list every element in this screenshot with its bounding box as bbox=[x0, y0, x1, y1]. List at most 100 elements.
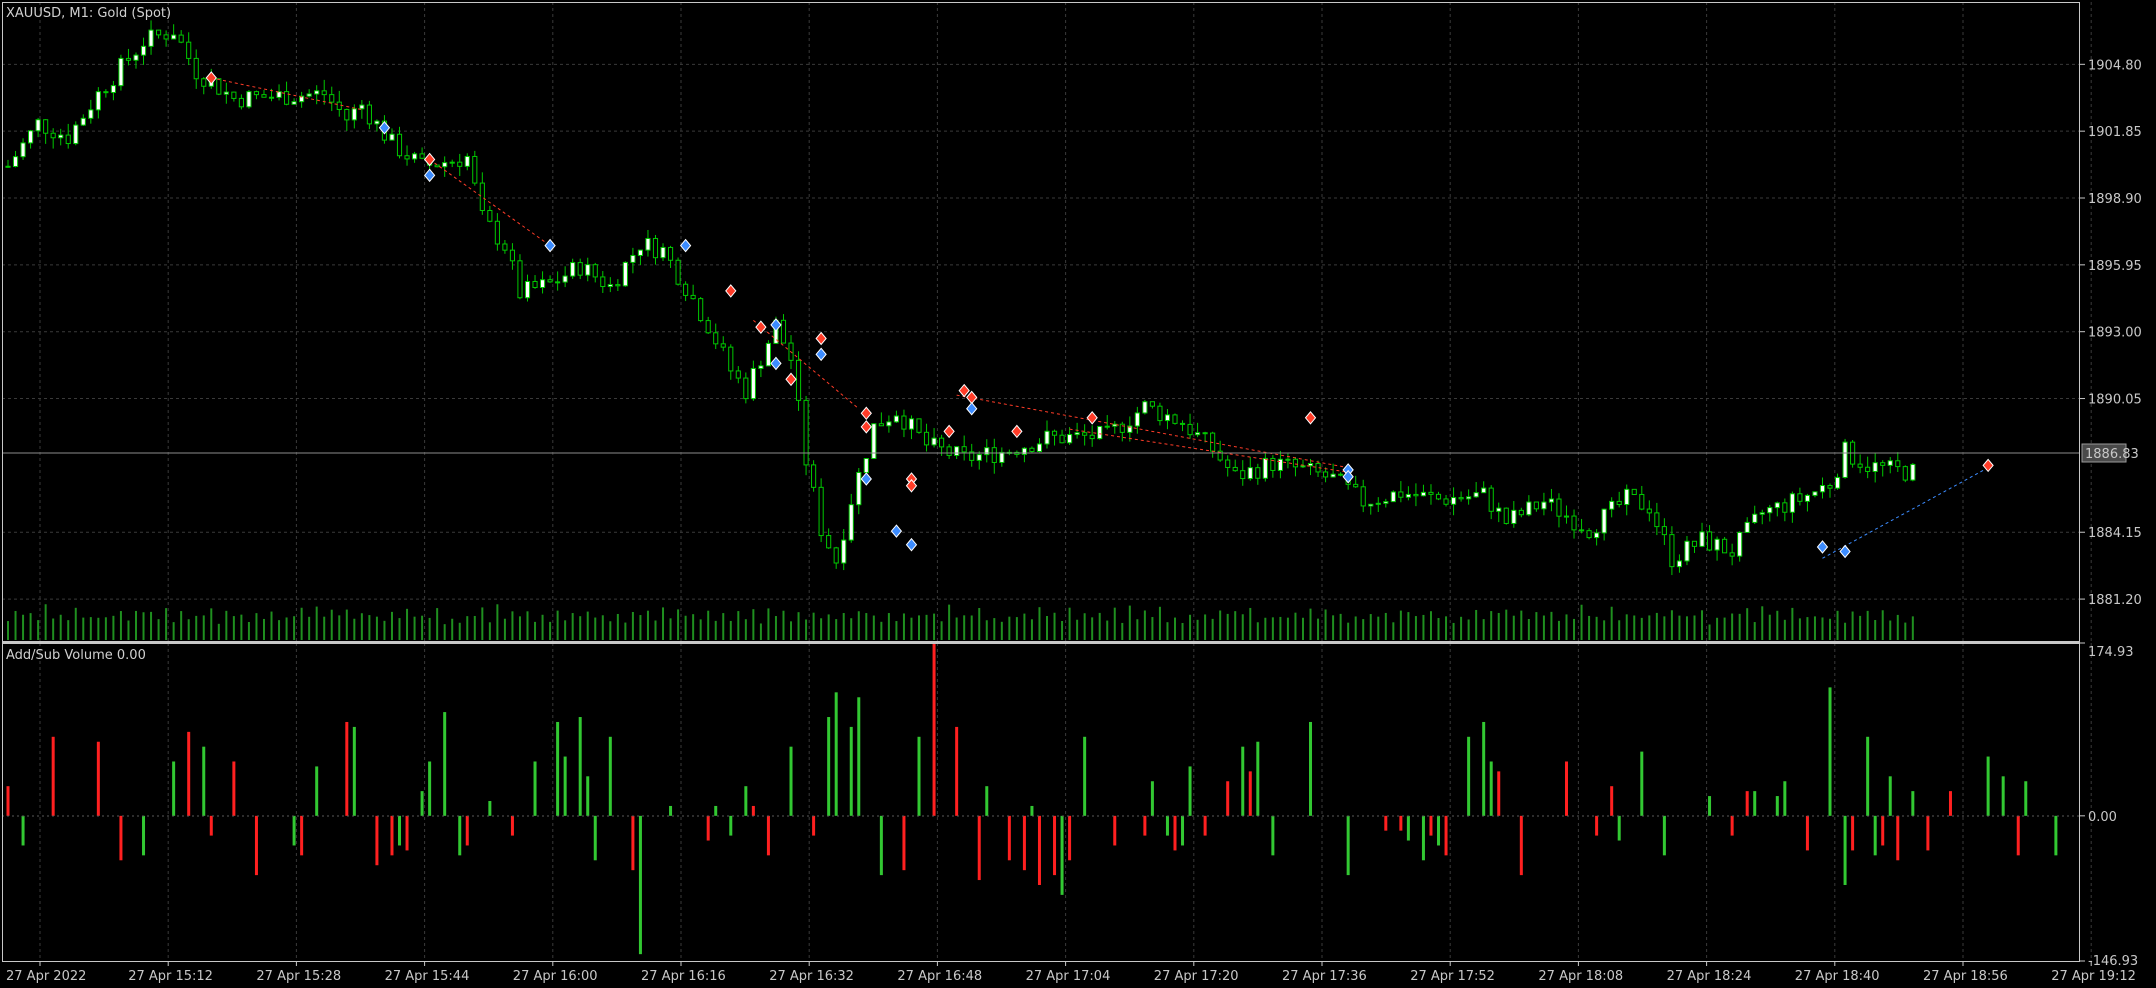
price-tick-label: 1895.95 bbox=[2088, 259, 2142, 274]
candle-body bbox=[1676, 560, 1683, 568]
indicator-bar bbox=[1053, 815, 1057, 876]
candle-body bbox=[1616, 500, 1622, 506]
indicator-bar bbox=[1113, 815, 1117, 846]
candle-body bbox=[1082, 432, 1088, 436]
candle-body bbox=[457, 161, 463, 167]
indicator-bar bbox=[1873, 815, 1877, 856]
candle-body bbox=[1383, 501, 1389, 504]
sell-marker bbox=[1982, 458, 1994, 473]
candle-body bbox=[344, 108, 350, 121]
indicator-bar bbox=[827, 717, 831, 816]
sell-marker bbox=[966, 390, 978, 405]
candle-body bbox=[555, 281, 561, 284]
candle-body bbox=[615, 284, 621, 287]
buy-marker bbox=[905, 537, 918, 552]
indicator-bar bbox=[1881, 815, 1885, 846]
buy-marker bbox=[679, 238, 692, 253]
indicator-bar bbox=[1256, 741, 1260, 816]
candle-body bbox=[765, 342, 771, 367]
candle-body bbox=[652, 237, 659, 259]
indicator-pane-frame bbox=[2, 643, 2080, 962]
candle-body bbox=[1902, 466, 1908, 481]
indicator-bar bbox=[390, 815, 394, 856]
candle-body bbox=[524, 280, 531, 299]
indicator-bar bbox=[51, 736, 55, 816]
candle-body bbox=[419, 153, 425, 159]
indicator-bar bbox=[834, 692, 838, 816]
indicator-bar bbox=[533, 761, 537, 816]
indicator-bar bbox=[1060, 815, 1064, 895]
candle-body bbox=[1368, 503, 1374, 507]
candle-body bbox=[1654, 512, 1660, 528]
candle-body bbox=[1865, 466, 1871, 472]
indicator-bar bbox=[556, 721, 560, 816]
candle-body bbox=[1759, 512, 1765, 515]
indicator-bar bbox=[254, 815, 258, 876]
sell-marker bbox=[1086, 411, 1098, 425]
candle-body bbox=[984, 447, 990, 456]
candle-body bbox=[1134, 412, 1140, 427]
candle-body bbox=[1255, 467, 1261, 479]
indicator-bar bbox=[1384, 815, 1388, 831]
candle-body bbox=[171, 34, 177, 40]
indicator-bar bbox=[352, 726, 356, 816]
candle-body bbox=[1488, 487, 1494, 512]
candle-body bbox=[1149, 401, 1155, 407]
candle-body bbox=[1262, 457, 1268, 479]
indicator-bar bbox=[1896, 815, 1900, 861]
indicator-bar bbox=[202, 746, 206, 816]
candle-body bbox=[1164, 414, 1171, 422]
candle-body bbox=[1571, 515, 1577, 531]
candle-body bbox=[1029, 447, 1035, 452]
trade-lines bbox=[211, 77, 1989, 559]
time-tick-label: 27 Apr 16:16 bbox=[641, 969, 726, 984]
candle-body bbox=[1157, 405, 1163, 422]
indicator-bar bbox=[2024, 781, 2028, 816]
candle-body bbox=[803, 399, 809, 466]
price-axis[interactable]: 1904.80 1901.85 1898.90 1895.95 1893.00 1890.… bbox=[2080, 58, 2142, 608]
indicator-tick-label: 0.00 bbox=[2088, 810, 2117, 825]
candle-body bbox=[878, 423, 884, 427]
indicator-bar bbox=[1007, 815, 1011, 861]
candle-body bbox=[1722, 538, 1728, 554]
indicator-axis[interactable]: 174.93 0.00 -146.93 bbox=[2080, 642, 2138, 969]
candle-body bbox=[1541, 501, 1547, 510]
buy-marker bbox=[770, 318, 782, 332]
candle-body bbox=[103, 91, 109, 94]
candle-body bbox=[1466, 496, 1472, 500]
candle-body bbox=[1172, 414, 1178, 424]
candle-body bbox=[231, 91, 237, 99]
candle-body bbox=[1533, 501, 1539, 510]
sell-marker bbox=[943, 424, 955, 439]
time-tick-label: 27 Apr 19:12 bbox=[2051, 969, 2136, 984]
current-price-badge bbox=[2081, 443, 2127, 463]
indicator-bar bbox=[917, 736, 921, 816]
time-tick-label: 27 Apr 17:20 bbox=[1154, 969, 1239, 984]
candle-body bbox=[1089, 434, 1095, 440]
indicator-bar bbox=[465, 815, 469, 846]
candle-body bbox=[246, 91, 252, 108]
indicator-bar bbox=[1030, 805, 1034, 816]
candle-body bbox=[1496, 507, 1502, 512]
candle-body bbox=[396, 133, 403, 157]
indicator-bar bbox=[1022, 815, 1026, 871]
volume-histogram bbox=[7, 604, 1914, 640]
indicator-title: Add/Sub Volume 0.00 bbox=[6, 648, 146, 663]
indicator-bar bbox=[1429, 815, 1433, 836]
indicator-bar bbox=[1662, 815, 1666, 856]
indicator-bar bbox=[1986, 756, 1990, 816]
indicator-bar bbox=[706, 815, 710, 841]
candle-body bbox=[1887, 460, 1893, 466]
candle-body bbox=[314, 90, 320, 95]
time-axis[interactable]: 27 Apr 2022 27 Apr 15:12 27 Apr 15:28 27 Ap… bbox=[6, 961, 2136, 984]
candle-body bbox=[1307, 463, 1314, 467]
candle-body bbox=[306, 93, 312, 97]
indicator-bar bbox=[488, 801, 492, 816]
candle-body bbox=[223, 91, 229, 95]
indicator-bar bbox=[766, 815, 770, 856]
candle-body bbox=[1232, 466, 1238, 472]
candle-body bbox=[1473, 492, 1479, 498]
time-tick-label: 27 Apr 17:36 bbox=[1282, 969, 1367, 984]
candle-body bbox=[1202, 432, 1208, 435]
